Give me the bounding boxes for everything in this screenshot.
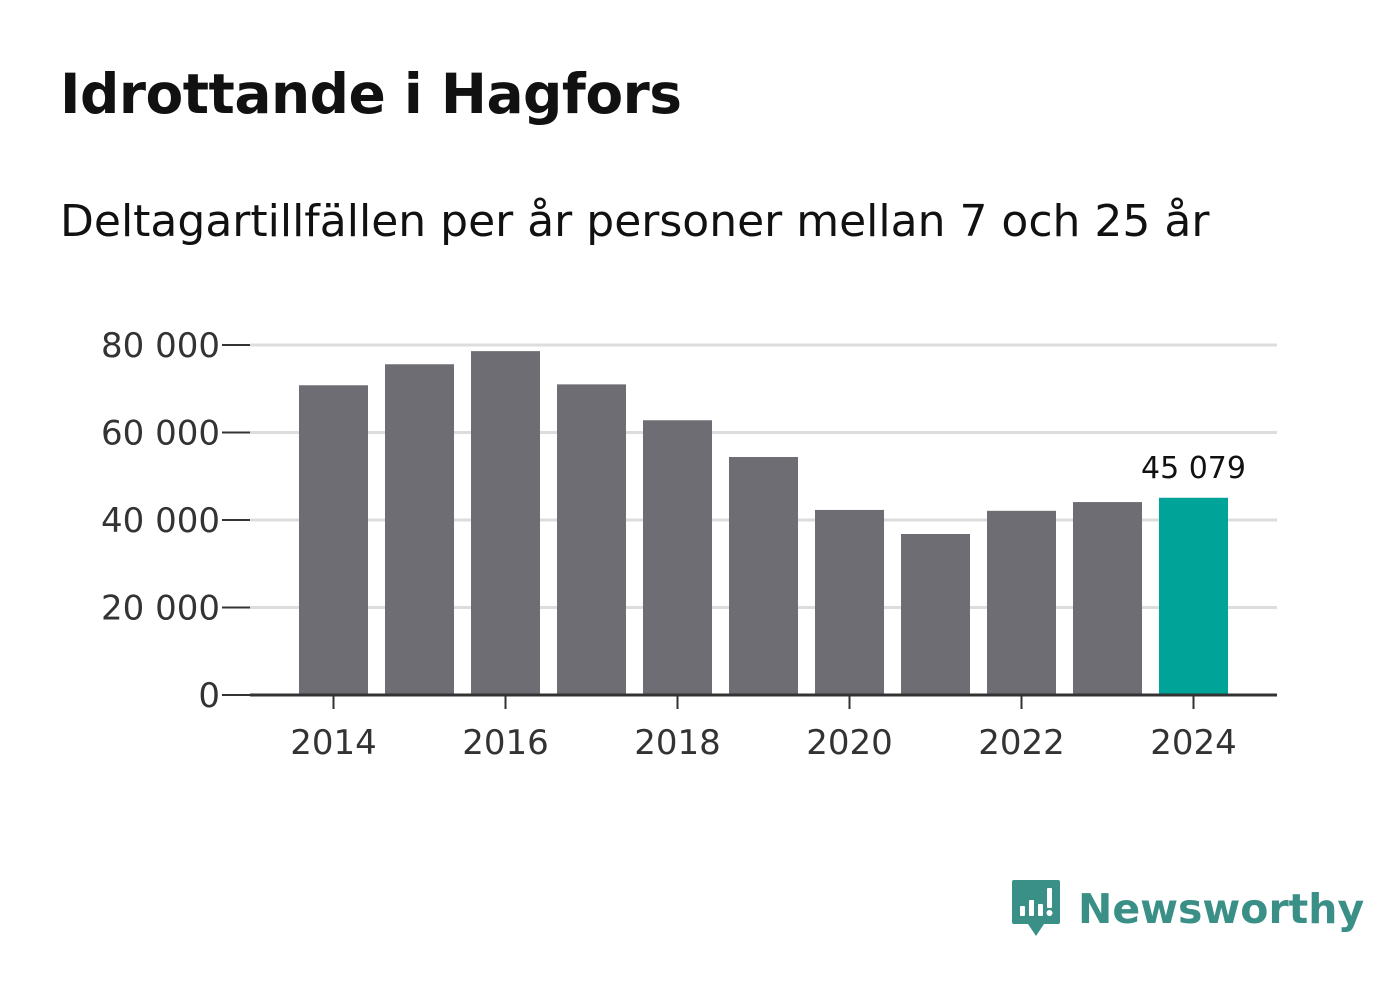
xtick-label-2022: 2022	[978, 723, 1065, 763]
brand-logo: Newsworthy	[1010, 878, 1364, 940]
ytick-label-40000: 40 000	[101, 501, 220, 541]
bar-2018	[643, 420, 712, 695]
bar-2014	[299, 385, 368, 695]
bar-2017	[557, 384, 626, 695]
xtick-label-2018: 2018	[634, 723, 721, 763]
bar-2022	[987, 510, 1056, 695]
xtick-label-2014: 2014	[290, 723, 377, 763]
xtick-label-2020: 2020	[806, 723, 893, 763]
bar-2019	[729, 457, 798, 695]
newsworthy-logo-icon	[1012, 880, 1060, 936]
chart-subtitle: Deltagartillfällen per år personer mella…	[60, 196, 1210, 247]
bar-2016	[471, 351, 540, 695]
ytick-label-60000: 60 000	[101, 414, 220, 454]
ytick-label-20000: 20 000	[101, 589, 220, 629]
xtick-label-2016: 2016	[462, 723, 549, 763]
bar-2021	[901, 534, 970, 695]
bar-2015	[385, 364, 454, 695]
brand-name: Newsworthy	[1078, 885, 1365, 933]
chart-title: Idrottande i Hagfors	[60, 62, 682, 126]
ytick-label-80000: 80 000	[101, 326, 220, 366]
ytick-label-0: 0	[198, 676, 220, 716]
bar-2023	[1073, 502, 1142, 695]
bar-2020	[815, 509, 884, 695]
bar-2024	[1159, 497, 1228, 695]
data-label-2024: 45 079	[1141, 451, 1246, 486]
xtick-label-2024: 2024	[1150, 723, 1237, 763]
